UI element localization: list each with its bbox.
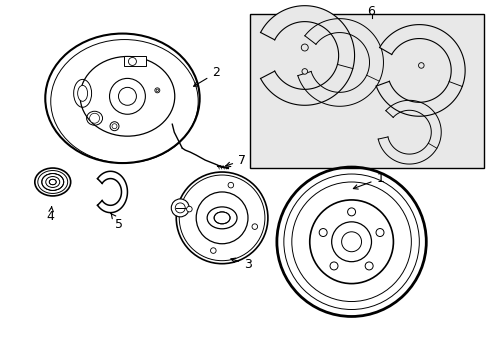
Ellipse shape bbox=[35, 168, 71, 196]
Circle shape bbox=[329, 262, 337, 270]
Bar bbox=[124, 57, 146, 67]
Circle shape bbox=[155, 88, 160, 93]
Circle shape bbox=[302, 69, 307, 74]
Text: 3: 3 bbox=[230, 258, 251, 271]
Circle shape bbox=[110, 122, 119, 131]
Circle shape bbox=[331, 222, 371, 262]
PathPatch shape bbox=[377, 100, 440, 164]
Circle shape bbox=[418, 63, 423, 68]
Circle shape bbox=[118, 87, 136, 105]
PathPatch shape bbox=[260, 6, 354, 105]
Ellipse shape bbox=[78, 85, 87, 101]
Text: 5: 5 bbox=[111, 213, 123, 231]
Circle shape bbox=[347, 208, 355, 216]
Circle shape bbox=[210, 248, 216, 253]
Text: 7: 7 bbox=[225, 154, 245, 167]
Text: 6: 6 bbox=[367, 5, 375, 18]
PathPatch shape bbox=[375, 24, 464, 116]
Circle shape bbox=[309, 200, 393, 284]
Ellipse shape bbox=[49, 179, 56, 185]
Ellipse shape bbox=[45, 33, 199, 163]
Bar bbox=[249, 14, 483, 168]
Circle shape bbox=[186, 206, 192, 212]
Ellipse shape bbox=[214, 212, 229, 224]
Circle shape bbox=[301, 44, 307, 51]
Circle shape bbox=[176, 172, 267, 264]
Circle shape bbox=[227, 183, 233, 188]
Text: 2: 2 bbox=[193, 66, 220, 86]
Circle shape bbox=[89, 113, 100, 123]
Circle shape bbox=[251, 224, 257, 229]
Circle shape bbox=[276, 167, 426, 316]
Circle shape bbox=[171, 199, 189, 217]
Ellipse shape bbox=[41, 174, 63, 190]
PathPatch shape bbox=[297, 19, 383, 106]
Text: 4: 4 bbox=[47, 207, 55, 223]
Text: 1: 1 bbox=[353, 172, 384, 189]
Circle shape bbox=[196, 192, 247, 244]
Circle shape bbox=[365, 262, 372, 270]
Circle shape bbox=[375, 229, 383, 237]
Circle shape bbox=[319, 229, 326, 237]
